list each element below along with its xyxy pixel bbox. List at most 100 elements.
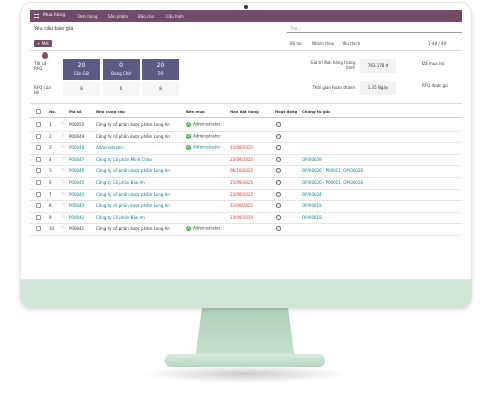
vendor: Administrator	[96, 145, 124, 151]
nav-item[interactable]: Báo cáo	[138, 13, 155, 19]
metric-side: RFQ được gử	[422, 83, 448, 88]
order-code: P00050	[69, 122, 85, 127]
filter-button[interactable]: Nhóm theo	[312, 41, 335, 46]
order-code: P00045	[69, 180, 85, 185]
column-header: Hạn đặt hàng	[230, 109, 259, 114]
row-checkbox[interactable]	[36, 203, 41, 209]
star-icon: ☆	[61, 213, 66, 220]
star-icon: ☆	[61, 190, 66, 197]
activity-icon[interactable]	[276, 191, 281, 197]
order-code: P00047	[69, 156, 85, 162]
row-checkbox[interactable]	[36, 122, 41, 127]
shadow	[140, 365, 350, 383]
activity-icon[interactable]	[276, 203, 281, 209]
star-icon: ☆	[61, 121, 66, 127]
row-checkbox[interactable]	[36, 168, 41, 174]
menu-icon	[34, 14, 39, 18]
activity-icon[interactable]	[276, 145, 281, 151]
order-code: P00046	[69, 168, 85, 174]
vendor: Công ty cổ phần dược phẩm Long An	[96, 133, 170, 139]
column-header: No.	[49, 109, 57, 114]
order-code: P00049	[69, 133, 85, 139]
star-icon: ☆	[61, 167, 66, 174]
search-box[interactable]: Tìm...	[287, 25, 462, 33]
stat-box[interactable]: 20 Trễ	[142, 59, 179, 80]
source-doc: OP/00024	[302, 191, 322, 197]
buyer: A Administrator	[186, 226, 220, 232]
metric-value: 1.35 Ngày	[367, 85, 389, 90]
row-number: 6	[49, 180, 52, 185]
nav-item[interactable]: Sản phẩm	[108, 13, 129, 19]
star-icon: ☆	[61, 202, 66, 209]
header-checkbox[interactable]	[36, 109, 41, 114]
divider	[30, 103, 462, 104]
stat-mine[interactable]: 0	[102, 82, 140, 96]
deadline: 06/10/2025	[230, 168, 254, 174]
vendor: Công ty cổ phần dược phẩm Long An	[96, 191, 170, 197]
avatar: A	[186, 226, 191, 232]
column-header: Nhà cung cấp	[96, 109, 125, 114]
column-header: Chứng từ gốc	[302, 109, 331, 114]
row-checkbox[interactable]	[36, 191, 41, 197]
stand	[195, 300, 295, 360]
source-doc: OP/00019	[302, 203, 322, 209]
stat-label: Đang Chờ	[111, 71, 131, 76]
stat-value: 0	[119, 62, 123, 69]
buyer: A Administrator	[186, 133, 220, 139]
order-code: P00043	[69, 203, 85, 209]
activity-icon[interactable]	[276, 180, 281, 185]
stat-mine[interactable]: 8	[63, 82, 100, 96]
row-checkbox[interactable]	[36, 145, 41, 151]
activity-icon[interactable]	[276, 226, 281, 232]
source-doc: OP/00018	[302, 214, 322, 220]
avatar: A	[186, 122, 191, 127]
avatar: A	[186, 133, 191, 139]
nav-item[interactable]: Cấu hình	[166, 13, 184, 19]
divider	[30, 50, 462, 51]
activity-icon[interactable]	[276, 168, 281, 174]
metric-box: 763.178 đ	[360, 59, 396, 73]
source-doc: OP/00026 - P00011, OP/00028	[302, 180, 363, 185]
order-code: P00041	[69, 226, 85, 232]
activity-icon[interactable]	[276, 133, 281, 139]
pager: 1-48 / 48	[428, 41, 447, 46]
deadline: 25/09/2025	[230, 180, 254, 185]
stat-box[interactable]: 20 Cần Gửi	[63, 59, 100, 80]
buyer: A Administrator	[186, 145, 220, 151]
mine-label: RFQ của tôi	[34, 85, 51, 95]
column-header: Mã số	[69, 109, 82, 114]
nav-app[interactable]: Mua hàng	[43, 13, 66, 18]
column-header: Hoạt động	[275, 109, 298, 114]
row-checkbox[interactable]	[36, 133, 41, 139]
deadline: 23/09/2025	[230, 214, 254, 220]
activity-icon[interactable]	[276, 214, 281, 220]
stat-box[interactable]: 0 Đang Chờ	[102, 59, 140, 80]
row-checkbox[interactable]	[36, 156, 41, 162]
deadline: 25/09/2025	[230, 156, 254, 162]
metric-label: Thời gian hoàn thành	[312, 85, 355, 90]
new-button[interactable]: + Mới	[34, 40, 52, 47]
nav-item[interactable]: Đơn hàng	[78, 13, 98, 19]
stat-value: 20	[77, 62, 86, 69]
row-checkbox[interactable]	[36, 180, 41, 185]
row-checkbox[interactable]	[36, 226, 41, 232]
star-icon: ☆	[61, 144, 66, 151]
filter-button[interactable]: Yêu thích	[342, 41, 361, 46]
deadline: 23/09/2025	[230, 191, 254, 197]
activity-icon[interactable]	[276, 156, 281, 162]
deadline: 23/09/2025	[230, 203, 254, 209]
vendor: Công ty cổ phần dược phẩm Long An	[96, 226, 170, 232]
stat-mine[interactable]: 8	[142, 82, 179, 96]
stat-label: Cần Gửi	[73, 71, 90, 76]
buyer: A Administrator	[186, 122, 220, 127]
filter-button[interactable]: Bộ lọc	[290, 41, 303, 46]
row-number: 10	[49, 226, 55, 232]
activity-icon[interactable]	[276, 122, 281, 127]
row-number: 2	[49, 133, 52, 139]
row-number: 5	[49, 168, 52, 174]
row-checkbox[interactable]	[36, 214, 41, 220]
stat-value: 20	[156, 62, 165, 69]
buyer-name: Administrator	[193, 121, 221, 127]
rfq-icon	[42, 52, 48, 59]
